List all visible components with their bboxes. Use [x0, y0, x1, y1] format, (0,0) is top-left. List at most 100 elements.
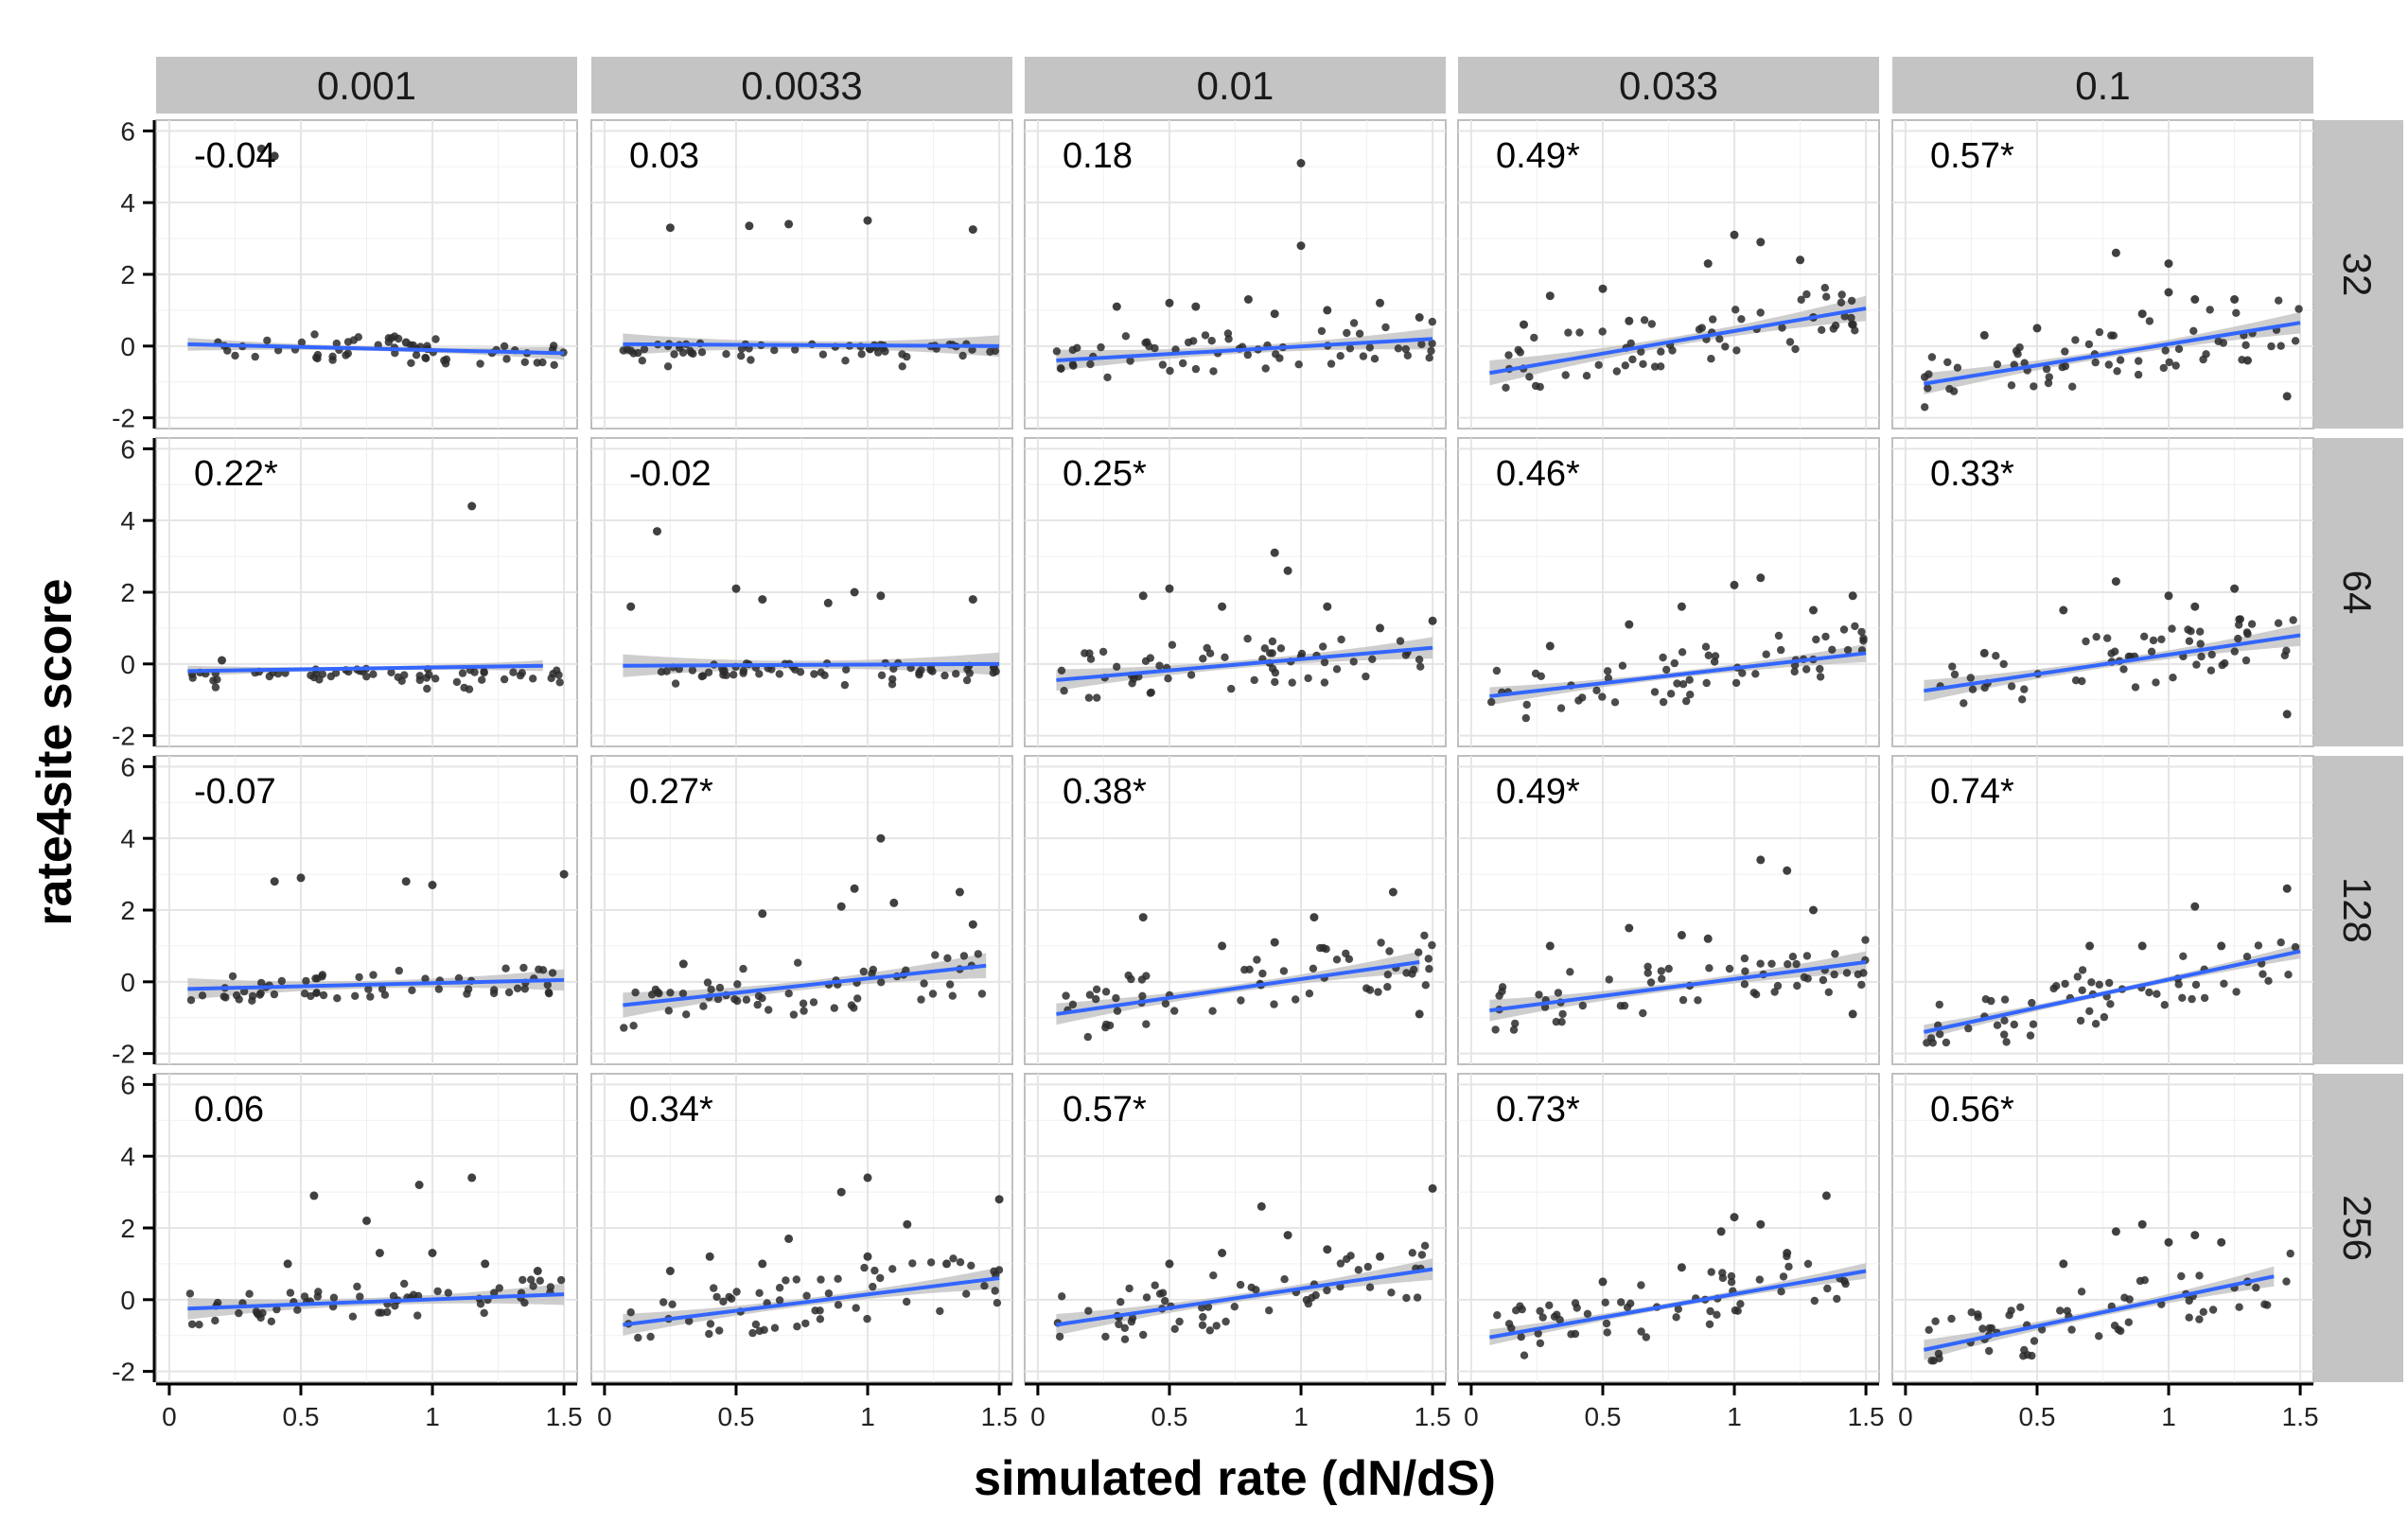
- data-point: [1640, 316, 1649, 324]
- data-point: [519, 1275, 527, 1285]
- data-point: [1394, 344, 1403, 353]
- data-point: [2275, 296, 2283, 305]
- data-point: [2161, 346, 2170, 355]
- data-point: [1948, 662, 1957, 671]
- data-point: [272, 1305, 281, 1314]
- y-tick-label: 0: [120, 968, 135, 997]
- data-point: [712, 1292, 721, 1302]
- data-point: [1848, 320, 1857, 329]
- correlation-label: 0.06: [194, 1090, 264, 1130]
- fit-line: [1056, 337, 1433, 362]
- data-point: [760, 1325, 768, 1335]
- data-point: [2234, 634, 2242, 643]
- data-point: [1261, 364, 1270, 373]
- data-point: [830, 1004, 838, 1012]
- data-point: [1705, 1320, 1714, 1329]
- panel-3-1: 0.34*: [590, 1073, 1013, 1383]
- data-point: [1751, 670, 1760, 678]
- x-tick-label: 0.5: [1585, 1402, 1622, 1431]
- data-point: [2137, 309, 2147, 319]
- data-point: [2091, 358, 2100, 367]
- data-point: [1921, 403, 1929, 412]
- data-point: [2045, 373, 2053, 381]
- data-point: [309, 1191, 319, 1201]
- data-point: [1191, 302, 1201, 311]
- data-point: [1272, 350, 1280, 359]
- data-point: [1138, 991, 1147, 1001]
- data-point: [1707, 1268, 1715, 1276]
- data-point: [401, 338, 411, 347]
- data-point: [2188, 994, 2196, 1004]
- data-point: [2029, 1020, 2038, 1028]
- data-point: [2085, 1007, 2094, 1016]
- data-point: [1979, 330, 1989, 340]
- data-point: [1626, 1299, 1635, 1308]
- data-point: [1536, 1339, 1545, 1348]
- data-point: [1383, 983, 1392, 991]
- data-point: [753, 1000, 762, 1009]
- data-point: [2264, 976, 2273, 986]
- data-point: [816, 1306, 824, 1315]
- data-point: [748, 1328, 757, 1338]
- data-point: [1704, 651, 1714, 659]
- data-point: [333, 994, 342, 1003]
- data-point: [1057, 364, 1065, 373]
- data-point: [2030, 382, 2038, 391]
- data-point: [1165, 1259, 1174, 1269]
- data-point: [782, 1276, 790, 1285]
- data-point: [928, 990, 938, 998]
- data-point: [1209, 1271, 1218, 1280]
- data-point: [968, 595, 977, 605]
- data-point: [1288, 678, 1296, 687]
- data-point: [313, 1292, 322, 1301]
- data-point: [1309, 964, 1318, 973]
- data-point: [1253, 955, 1261, 964]
- data-point: [2190, 1231, 2200, 1240]
- data-point: [2164, 288, 2173, 297]
- data-point: [706, 1320, 715, 1328]
- data-point: [2111, 248, 2120, 257]
- data-point: [2230, 584, 2240, 593]
- data-point: [1993, 359, 2002, 369]
- data-point: [1502, 383, 1510, 392]
- data-point: [1205, 1326, 1215, 1335]
- data-point: [1756, 1219, 1766, 1229]
- data-point: [1374, 988, 1382, 996]
- correlation-label: -0.02: [629, 454, 712, 494]
- data-point: [1164, 675, 1172, 683]
- data-point: [1498, 987, 1506, 996]
- data-point: [2241, 656, 2251, 665]
- data-point: [1208, 1007, 1217, 1015]
- data-point: [1198, 1304, 1206, 1312]
- data-point: [755, 1288, 764, 1298]
- data-point: [993, 1299, 1002, 1307]
- data-point: [863, 1314, 871, 1323]
- data-point: [1113, 662, 1121, 671]
- data-point: [868, 969, 876, 978]
- data-point: [1740, 980, 1749, 989]
- data-point: [1138, 913, 1148, 922]
- data-point: [375, 1249, 384, 1257]
- data-point: [1142, 1293, 1151, 1302]
- data-point: [623, 345, 632, 354]
- data-point: [1158, 360, 1168, 369]
- data-point: [1571, 1299, 1580, 1307]
- data-point: [631, 988, 640, 997]
- data-point: [1848, 1009, 1857, 1019]
- data-point: [1981, 995, 1990, 1004]
- data-point: [2007, 1306, 2015, 1315]
- data-point: [1057, 666, 1066, 675]
- data-point: [353, 1282, 361, 1291]
- correlation-label: 0.56*: [1930, 1090, 2014, 1130]
- data-point: [908, 1259, 917, 1268]
- y-tick-label: -2: [112, 722, 135, 751]
- data-point: [1270, 548, 1279, 557]
- data-point: [1538, 1313, 1547, 1322]
- data-point: [2084, 340, 2094, 349]
- data-point: [2168, 624, 2176, 633]
- data-point: [1677, 602, 1686, 611]
- data-point: [1209, 367, 1218, 376]
- data-point: [860, 1263, 869, 1272]
- data-point: [248, 991, 257, 1001]
- data-point: [2235, 1303, 2243, 1311]
